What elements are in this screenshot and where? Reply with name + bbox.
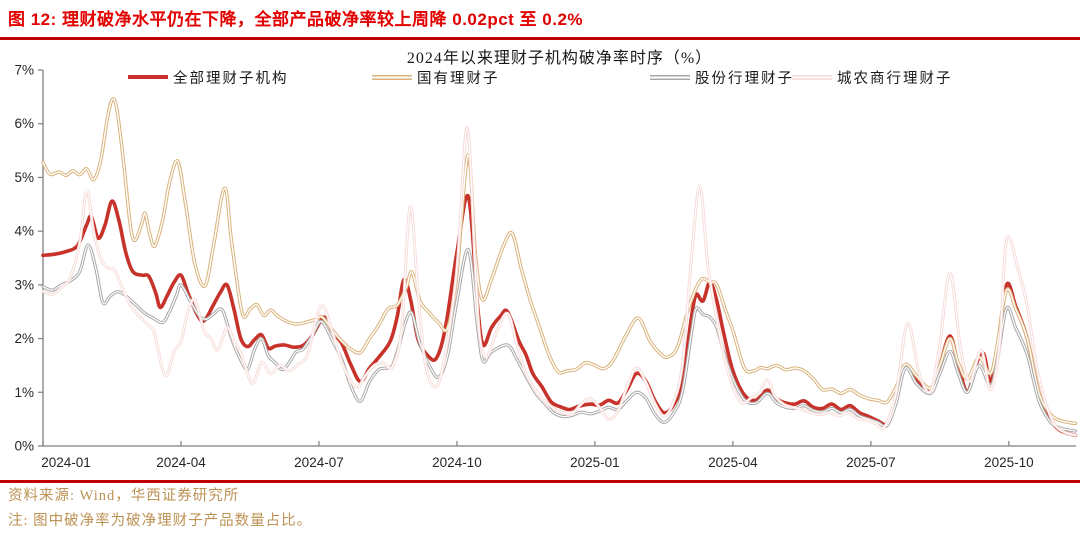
chart-footer: 资料来源: Wind，华西证券研究所 注: 图中破净率为破净理财子产品数量占比。 xyxy=(8,484,312,534)
legend-swatch xyxy=(792,74,832,80)
legend-item: 股份行理财子 xyxy=(650,67,794,87)
legend-swatch xyxy=(650,74,690,80)
legend-label: 全部理财子机构 xyxy=(173,70,289,87)
legend-item: 城农商行理财子 xyxy=(792,67,953,87)
x-axis-label: 2025-07 xyxy=(846,455,896,470)
legend-label: 股份行理财子 xyxy=(695,70,794,87)
x-axis-label: 2024-01 xyxy=(41,455,91,470)
x-axis-label: 2025-10 xyxy=(984,455,1034,470)
legend-item: 国有理财子 xyxy=(372,67,500,87)
x-axis-label: 2025-01 xyxy=(570,455,620,470)
y-axis-label: 3% xyxy=(14,277,34,292)
chart-legend: 全部理财子机构 国有理财子 股份行理财子 城农商行理财子 xyxy=(0,67,1080,87)
y-axis-label: 7% xyxy=(14,63,34,78)
legend-item: 全部理财子机构 xyxy=(128,67,289,87)
legend-label: 国有理财子 xyxy=(417,70,500,87)
figure-title: 图 12: 理财破净水平仍在下降，全部产品破净率较上周降 0.02pct 至 0… xyxy=(8,10,584,29)
x-axis-label: 2024-04 xyxy=(156,455,206,470)
legend-swatch xyxy=(372,74,412,80)
y-axis-label: 2% xyxy=(14,331,34,346)
y-axis-label: 6% xyxy=(14,116,34,131)
x-axis-label: 2024-07 xyxy=(294,455,344,470)
figure-note: 注: 图中破净率为破净理财子产品数量占比。 xyxy=(8,513,313,529)
footer-divider-rule xyxy=(0,480,1080,483)
title-divider-rule xyxy=(0,37,1080,40)
y-axis-label: 4% xyxy=(14,224,34,239)
series-line-core xyxy=(42,98,1077,425)
x-axis-label: 2025-04 xyxy=(708,455,758,470)
chart-title: 2024年以来理财子机构破净率时序（%） xyxy=(406,50,713,67)
y-axis-label: 1% xyxy=(14,385,34,400)
y-axis-label: 5% xyxy=(14,170,34,185)
x-axis-label: 2024-10 xyxy=(432,455,482,470)
legend-label: 城农商行理财子 xyxy=(837,70,953,87)
y-axis-label: 0% xyxy=(14,439,34,454)
legend-swatch xyxy=(128,75,168,79)
series-line-core xyxy=(42,126,1077,436)
source-note: 资料来源: Wind，华西证券研究所 xyxy=(8,488,240,504)
